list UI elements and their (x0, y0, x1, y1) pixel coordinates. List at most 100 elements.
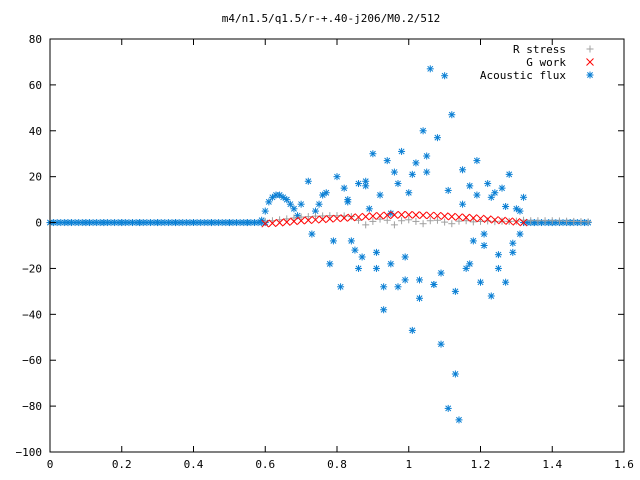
data-point (541, 217, 549, 225)
data-point (433, 216, 441, 224)
data-point (534, 217, 542, 225)
x-tick-label: 0 (47, 458, 54, 471)
data-point (459, 200, 467, 208)
data-point (347, 213, 356, 222)
data-point (318, 215, 327, 224)
data-point (358, 253, 366, 261)
data-point (383, 216, 391, 224)
data-point (448, 220, 456, 228)
data-point (311, 212, 319, 220)
data-point (394, 283, 402, 291)
data-point (308, 230, 316, 238)
data-point (383, 211, 392, 220)
data-point (398, 217, 406, 225)
x-tick-label: 0.4 (184, 458, 204, 471)
data-point (355, 264, 363, 272)
data-point (476, 214, 485, 223)
data-point (329, 237, 337, 245)
data-point (419, 127, 427, 135)
data-point (516, 230, 524, 238)
data-point (344, 198, 352, 206)
data-point (423, 168, 431, 176)
data-point (398, 147, 406, 155)
data-point (577, 218, 585, 226)
data-point (394, 180, 402, 188)
data-point (376, 215, 384, 223)
data-point (290, 217, 298, 226)
data-point (455, 217, 463, 225)
data-point (509, 239, 517, 247)
data-point (365, 205, 373, 213)
data-point (283, 196, 291, 204)
y-tick-label: 60 (29, 79, 42, 92)
data-point (404, 210, 413, 219)
data-point (261, 207, 269, 215)
data-point (315, 200, 323, 208)
data-point (426, 217, 434, 225)
data-point (490, 215, 499, 224)
data-point (451, 370, 459, 378)
data-point (462, 264, 470, 272)
data-point (512, 205, 520, 213)
data-point (502, 202, 510, 210)
data-point (268, 193, 276, 201)
y-tick-label: −60 (22, 354, 42, 367)
data-point (433, 211, 442, 220)
data-point (258, 216, 266, 224)
data-point (354, 213, 363, 221)
data-point (361, 212, 370, 221)
legend-label: Acoustic flux (480, 69, 566, 82)
data-point (494, 251, 502, 259)
x-tick-label: 1 (405, 458, 412, 471)
data-point (372, 248, 380, 256)
legend-label: R stress (513, 43, 566, 56)
y-tick-label: 0 (35, 217, 42, 230)
data-point (319, 191, 327, 199)
data-point (509, 248, 517, 256)
data-point (459, 166, 467, 174)
data-point (304, 177, 312, 185)
data-point (487, 193, 495, 201)
data-point (401, 253, 409, 261)
data-point (355, 180, 363, 188)
data-point (390, 221, 398, 229)
data-point (283, 215, 291, 223)
data-point (326, 212, 334, 220)
data-point (390, 168, 398, 176)
data-point (437, 340, 445, 348)
axes: 0 0.2 0.4 0.6 0.8 1 1.2 1.4 1.6 80 60 40 20 0 −20 −40 −6… (16, 33, 634, 471)
data-point (347, 237, 355, 245)
data-point (325, 215, 334, 223)
data-point (340, 214, 349, 222)
data-point (498, 216, 506, 225)
data-point (276, 191, 284, 199)
y-tick-label: −20 (22, 262, 42, 275)
data-point (369, 212, 377, 220)
data-point (333, 214, 341, 223)
data-point (304, 216, 313, 225)
chart-title: m4/n1.5/q1.5/r-+.40-j206/M0.2/512 (222, 12, 441, 25)
data-point (516, 207, 524, 215)
data-point (387, 260, 395, 268)
data-point (369, 150, 377, 158)
data-point (290, 214, 298, 222)
data-point (268, 219, 277, 228)
data-point (100, 219, 108, 227)
data-point (405, 216, 413, 224)
y-tick-label: 20 (29, 171, 42, 184)
data-point (570, 217, 578, 225)
data-point (502, 278, 510, 286)
data-point (566, 219, 574, 227)
data-point (483, 215, 492, 223)
data-point (337, 283, 345, 291)
data-point (520, 193, 528, 201)
y-tick-label: −100 (16, 446, 43, 459)
plot-frame (49, 38, 625, 453)
data-point (82, 219, 90, 227)
data-point (340, 184, 348, 192)
legend-label: G work (526, 56, 566, 69)
data-point (118, 219, 126, 227)
data-point (466, 260, 474, 268)
data-point (416, 294, 424, 302)
data-point (333, 173, 341, 181)
